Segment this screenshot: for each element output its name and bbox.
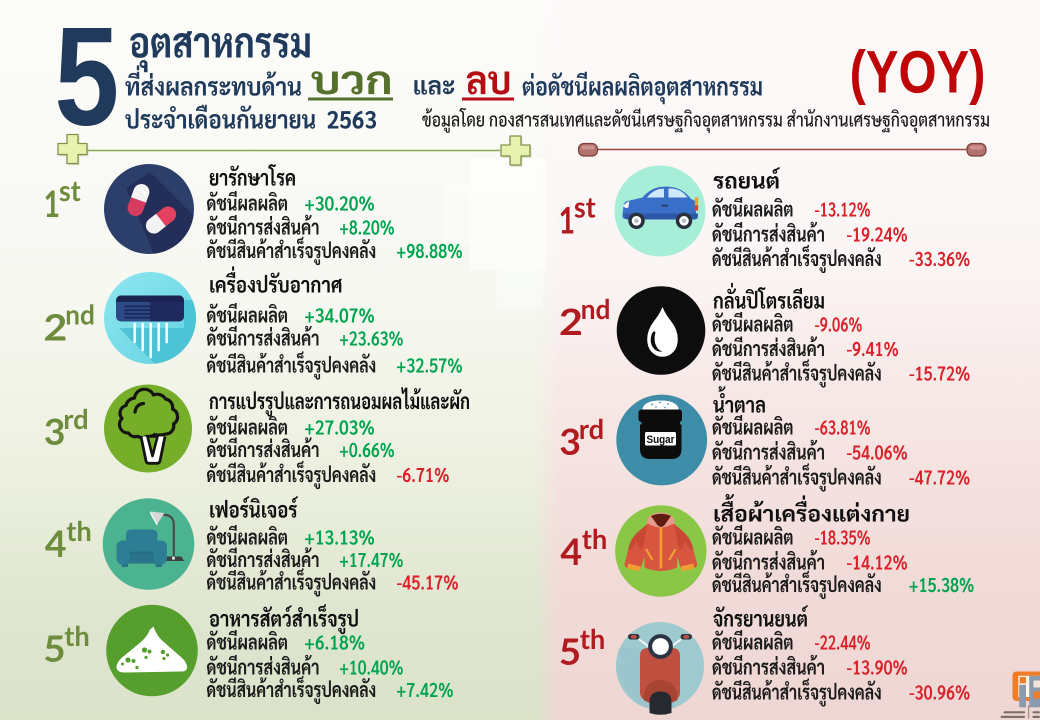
svg-text:Sugar: Sugar (647, 434, 676, 446)
